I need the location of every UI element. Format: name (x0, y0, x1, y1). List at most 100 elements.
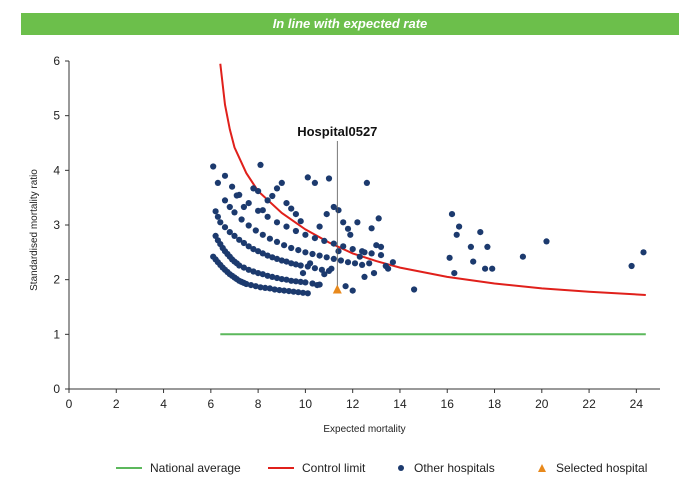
legend-label-other-hospitals: Other hospitals (414, 461, 495, 475)
x-tick-label: 8 (255, 397, 262, 411)
hospital-point (288, 244, 295, 252)
hospital-point (299, 289, 307, 296)
hospital-point (255, 248, 262, 255)
hospital-point (337, 257, 344, 264)
hospital-point (233, 192, 240, 199)
hospital-point (278, 257, 285, 264)
hospital-point (295, 289, 302, 296)
hospital-point (351, 260, 359, 267)
hospital-point (231, 232, 238, 239)
hospital-point (297, 218, 304, 225)
hospital-point (264, 197, 271, 204)
hospital-point (262, 284, 269, 291)
hospital-point (250, 185, 257, 192)
hospital-point (377, 243, 385, 250)
hospital-point (328, 265, 335, 272)
y-tick-label: 0 (53, 382, 60, 396)
hospital-point (519, 253, 527, 260)
hospital-point (451, 270, 458, 277)
hospital-point (273, 238, 281, 245)
hospital-point (467, 243, 474, 250)
hospital-point (245, 243, 252, 250)
x-tick-label: 2 (113, 397, 120, 411)
legend-label-national-average: National average (150, 461, 241, 475)
hospital-point (344, 259, 352, 266)
hospital-point (273, 274, 281, 282)
selected-hospital-label: Hospital0527 (297, 124, 377, 139)
hospital-point (304, 174, 311, 181)
hospital-point (292, 278, 299, 285)
status-banner: In line with expected rate (21, 13, 679, 35)
hospital-point (389, 259, 396, 266)
hospital-point (255, 207, 262, 214)
hospital-point (368, 225, 375, 232)
x-tick-label: 0 (66, 397, 73, 411)
hospital-point (314, 282, 321, 289)
hospital-point (489, 265, 496, 272)
hospital-point (323, 254, 330, 261)
legend-label-selected-hospital: Selected hospital (556, 461, 648, 475)
hospital-point (370, 270, 378, 277)
hospital-point (283, 223, 290, 230)
hospital-point (221, 197, 229, 204)
hospital-point (628, 262, 635, 270)
hospital-point (354, 219, 361, 226)
y-tick-label: 4 (53, 163, 60, 177)
hospital-point (347, 231, 354, 238)
x-tick-label: 20 (535, 397, 549, 411)
hospital-point (330, 255, 337, 262)
series-points (210, 161, 647, 297)
y-tick-label: 3 (53, 218, 60, 232)
hospital-point (543, 238, 550, 245)
hospital-point (226, 229, 233, 236)
hospital-point (221, 224, 229, 231)
x-tick-label: 22 (582, 397, 596, 411)
hospital-point (316, 252, 323, 259)
hospital-point (349, 246, 356, 253)
hospital-point (288, 277, 295, 284)
hospital-point (288, 260, 295, 267)
hospital-point (273, 219, 281, 226)
hospital-point (269, 254, 276, 261)
hospital-point (342, 283, 349, 290)
y-axis-label: Standardised mortality ratio (29, 169, 40, 291)
hospital-point (292, 211, 299, 218)
hospital-point (309, 280, 316, 287)
hospital-point (325, 175, 333, 182)
hospital-point (273, 255, 281, 262)
hospital-point (255, 188, 262, 195)
hospital-point (231, 209, 238, 216)
hospital-point (236, 236, 243, 243)
hospital-point (377, 252, 385, 259)
y-tick-label: 5 (53, 109, 60, 123)
hospital-point (307, 260, 314, 267)
hospital-point (266, 235, 273, 242)
hospital-point (321, 237, 328, 244)
hospital-point (321, 271, 328, 278)
axes (68, 61, 660, 390)
hospital-point (340, 219, 347, 226)
hospital-point (240, 264, 247, 271)
hospital-point (276, 287, 283, 294)
hospital-point (257, 284, 264, 291)
hospital-point (271, 286, 278, 293)
hospital-point (330, 240, 337, 247)
hospital-point (299, 270, 307, 277)
x-tick-label: 12 (346, 397, 360, 411)
hospital-point (252, 283, 259, 290)
hospital-point (477, 229, 484, 236)
hospital-point (323, 211, 330, 218)
control-limit-curve (219, 63, 646, 296)
hospital-point (470, 258, 477, 265)
x-tick-label: 14 (393, 397, 407, 411)
control-limit-swatch (268, 467, 294, 469)
hospital-point (446, 254, 453, 261)
hospital-point (375, 215, 382, 222)
hospital-point (264, 252, 271, 259)
hospital-point (240, 203, 247, 211)
y-tick-label: 2 (53, 273, 60, 287)
hospital-point (482, 265, 489, 272)
hospital-point (456, 223, 463, 230)
hospital-point (226, 203, 233, 211)
